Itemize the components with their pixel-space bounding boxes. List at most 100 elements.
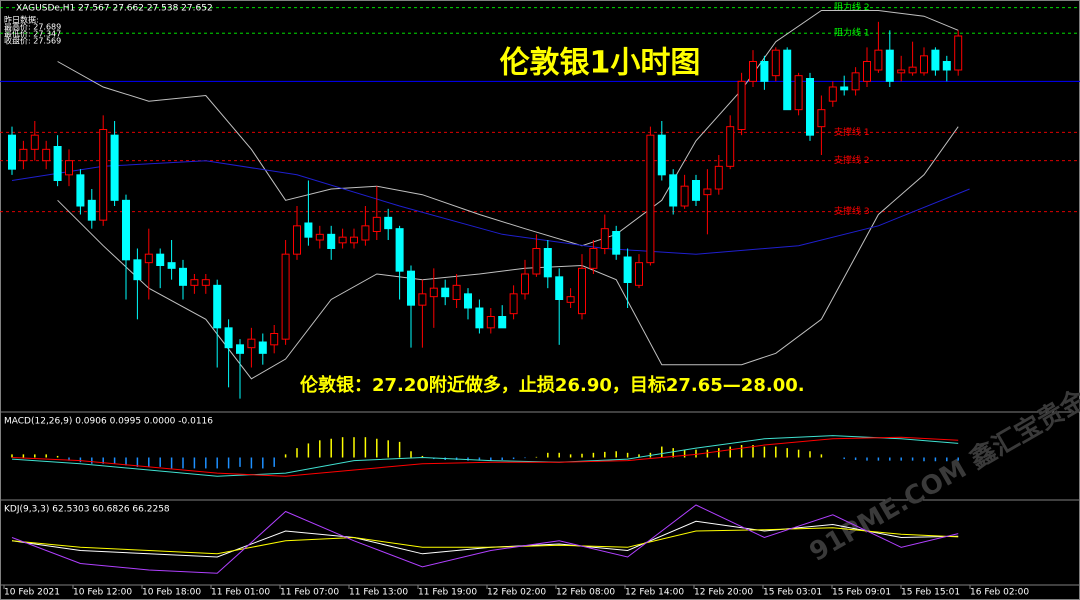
candle-body xyxy=(874,49,883,71)
candle-body xyxy=(908,66,917,74)
candle-body xyxy=(657,134,666,176)
candle-body xyxy=(703,188,712,196)
candle-body xyxy=(692,180,700,201)
candle-body xyxy=(122,199,130,261)
candle-body xyxy=(395,228,404,272)
x-tick-label: 12 Feb 08:00 xyxy=(556,588,615,598)
x-tick-label: 16 Feb 02:00 xyxy=(970,588,1029,598)
candle-body xyxy=(464,293,472,309)
candle-body xyxy=(156,253,165,267)
x-tick-label: 10 Feb 2021 xyxy=(4,588,60,598)
candle-body xyxy=(407,270,415,306)
candle-body xyxy=(920,55,928,74)
candle-body xyxy=(315,233,324,241)
candle-body xyxy=(452,284,461,301)
watermark: 91PME.COM 鑫汇宝贵金属 xyxy=(804,370,1080,567)
level-label: 支撑线 3 xyxy=(834,205,870,217)
x-tick-label: 10 Feb 12:00 xyxy=(73,588,132,598)
candle-body xyxy=(737,80,746,131)
indicator-line xyxy=(11,504,959,574)
level-label: 支撑线 1 xyxy=(834,126,870,138)
candle-body xyxy=(669,174,678,207)
info-line: 收盘价: 27.569 xyxy=(4,36,61,46)
level-label: 支撑线 2 xyxy=(834,154,870,166)
candle-body xyxy=(806,78,814,136)
x-tick-label: 11 Feb 13:00 xyxy=(349,588,408,598)
candle-body xyxy=(897,69,906,74)
candle-body xyxy=(19,148,28,162)
indicator-line xyxy=(11,436,959,477)
candle-body xyxy=(87,199,96,221)
x-tick-label: 12 Feb 20:00 xyxy=(694,588,753,598)
candle-body xyxy=(555,276,564,301)
candle-body xyxy=(635,262,643,286)
candle-body xyxy=(327,233,336,249)
candle-body xyxy=(794,75,803,111)
candle-body xyxy=(771,49,780,77)
candle-body xyxy=(680,185,689,207)
candle-body xyxy=(372,216,381,232)
candle-body xyxy=(509,293,518,315)
candle-body xyxy=(578,267,586,315)
candle-body xyxy=(441,287,450,298)
candle-body xyxy=(885,49,894,82)
candle-body xyxy=(931,49,940,71)
candle-body xyxy=(304,222,313,238)
candle-body xyxy=(543,248,552,278)
candle-body xyxy=(99,129,108,221)
candle-body xyxy=(133,259,142,281)
x-tick-label: 15 Feb 03:01 xyxy=(763,588,822,598)
candle-body xyxy=(293,225,301,255)
candle-body xyxy=(65,160,73,176)
indicator-line xyxy=(11,435,959,477)
candle-body xyxy=(110,134,119,201)
candle-body xyxy=(281,253,290,340)
candle-body xyxy=(53,146,62,181)
candle-body xyxy=(600,228,609,250)
candle-body xyxy=(783,49,792,111)
candle-body xyxy=(863,61,871,82)
candle-body xyxy=(270,333,279,346)
info-line: 最低价: 27.347 xyxy=(4,29,61,39)
x-tick-label: 11 Feb 19:00 xyxy=(418,588,477,598)
x-tick-label: 10 Feb 18:00 xyxy=(142,588,201,598)
x-tick-label: 11 Feb 01:00 xyxy=(211,588,270,598)
candle-body xyxy=(179,267,187,286)
candle-body xyxy=(646,134,655,264)
candle-body xyxy=(361,225,370,241)
candle-body xyxy=(942,61,951,71)
candle-body xyxy=(840,86,849,91)
candle-body xyxy=(338,236,347,244)
indicator-line xyxy=(57,126,959,380)
candle-body xyxy=(760,61,769,82)
candle-body xyxy=(213,284,222,329)
annotation: 伦敦银：27.20附近做多，止损26.90，目标27.65—28.00. xyxy=(300,374,805,396)
candle-body xyxy=(350,236,358,244)
candle-body xyxy=(42,148,51,162)
candle-body xyxy=(258,341,267,354)
candle-body xyxy=(418,293,427,306)
candle-body xyxy=(190,279,199,286)
candle-body xyxy=(247,338,256,349)
candle-body xyxy=(76,174,85,207)
x-tick-label: 15 Feb 09:01 xyxy=(832,588,891,598)
candle-body xyxy=(714,165,723,190)
info-line: 最高价: 27.689 xyxy=(4,22,61,32)
candle-body xyxy=(144,253,153,264)
candle-body xyxy=(498,316,507,329)
candle-body xyxy=(749,61,757,82)
x-tick-label: 12 Feb 02:00 xyxy=(487,588,546,598)
candle-body xyxy=(589,248,598,269)
info-line: 昨日数据: xyxy=(4,15,39,25)
candle-body xyxy=(612,231,621,255)
candle-body xyxy=(384,216,393,230)
candle-body xyxy=(475,307,484,329)
candle-body xyxy=(429,287,438,298)
chart-title: 伦敦银1小时图 xyxy=(500,46,701,81)
indicator-line xyxy=(11,160,970,255)
candle-body xyxy=(566,296,575,303)
candle-body xyxy=(623,256,632,283)
candle-body xyxy=(486,316,495,329)
